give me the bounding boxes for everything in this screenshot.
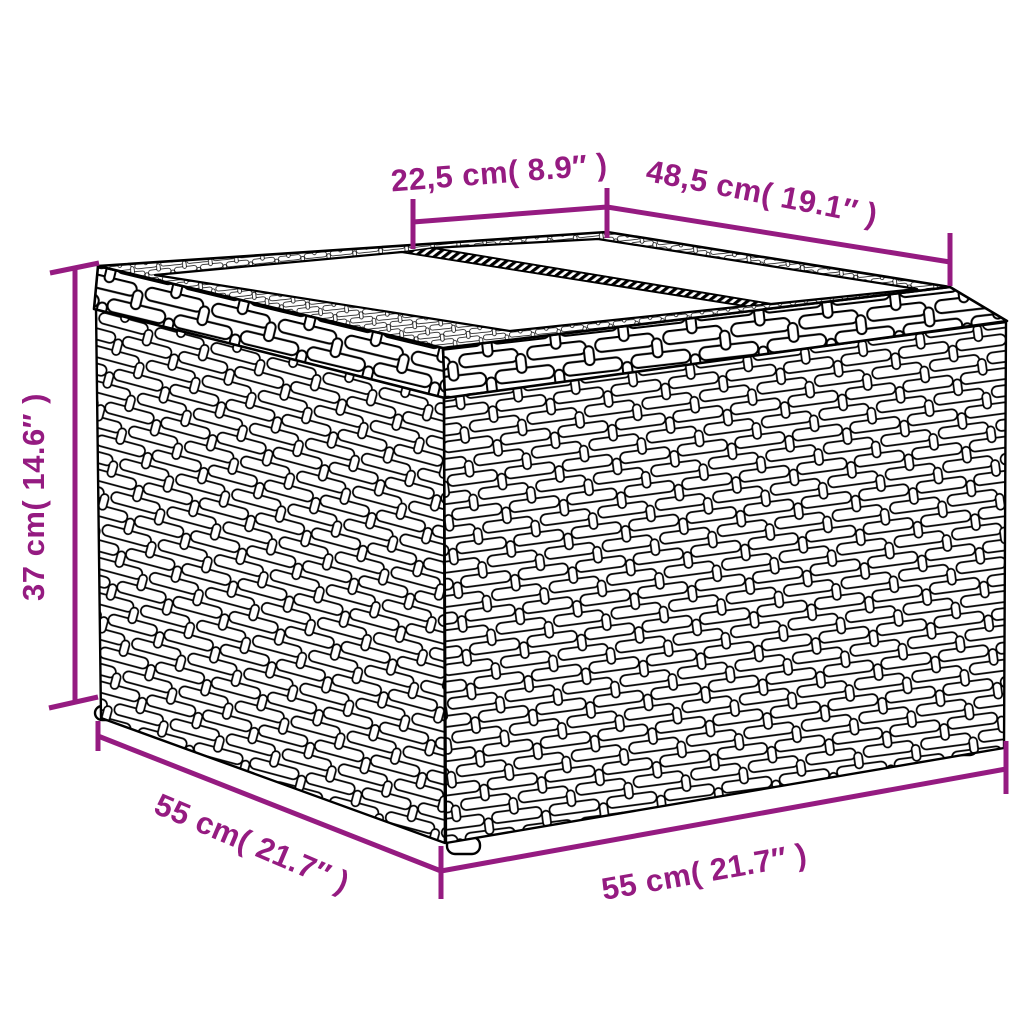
dimension-line-glass-length <box>606 204 951 265</box>
dimension-tick <box>49 260 100 276</box>
table-left-face <box>94 306 447 845</box>
dimension-line-glass-width <box>412 204 608 225</box>
table-right-face <box>442 320 1008 845</box>
dimension-line-side-front <box>440 766 1007 874</box>
dimension-label-side-front: 55 cm( 21.7″ ) <box>599 836 810 907</box>
dimension-height: 37 cm( 14.6″ ) <box>16 260 100 711</box>
dimension-line-side-left <box>97 733 442 874</box>
table-front-corner-edge <box>442 396 447 844</box>
dimension-label-glass-width: 22,5 cm( 8.9″ ) <box>390 147 609 199</box>
glass-divider-strip <box>401 247 772 307</box>
dimension-label-height: 37 cm( 14.6″ ) <box>16 393 51 601</box>
dimension-label-side-left: 55 cm( 21.7″ ) <box>150 787 355 900</box>
rattan-table <box>92 230 1009 856</box>
dimension-tick <box>48 694 99 711</box>
